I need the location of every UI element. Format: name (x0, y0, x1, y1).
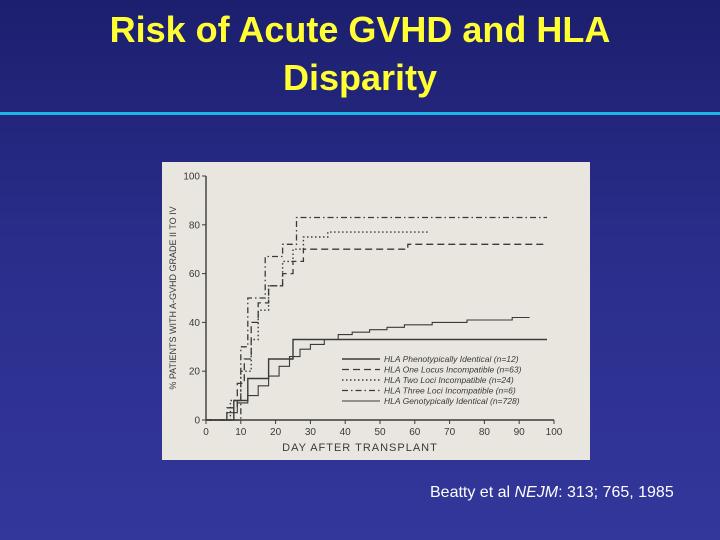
series-line-2 (206, 243, 547, 421)
legend-label-3: HLA Two Loci Incompatible (n=24) (384, 375, 514, 385)
y-tick-label-80: 80 (189, 220, 201, 231)
series-line-5 (206, 316, 530, 421)
slide-title-line-1: Risk of Acute GVHD and HLA (109, 9, 611, 50)
title-divider (0, 112, 720, 115)
citation-journal: NEJM (514, 484, 559, 501)
y-tick-label-20: 20 (189, 367, 201, 378)
x-axis-title: DAY AFTER TRANSPLANT (282, 442, 438, 454)
gvhd-chart: 0 20 40 60 80 100 0 10 20 30 40 50 60 70 80 90 100 DAY AF… (162, 162, 590, 460)
legend-label-4: HLA Three Loci Incompatible (n=6) (384, 386, 516, 396)
x-tick-label-20: 20 (270, 427, 282, 438)
x-tick-label-60: 60 (409, 427, 421, 438)
citation: Beatty et al NEJM: 313; 765, 1985 (430, 484, 710, 502)
legend-label-1: HLA Phenotypically Identical (n=12) (384, 354, 519, 364)
y-axis-title: % PATIENTS WITH A-GVHD GRADE II TO IV (168, 206, 178, 389)
x-tick-label-90: 90 (514, 427, 526, 438)
legend-label-5: HLA Genotypically Identical (n=728) (384, 396, 520, 406)
x-tick-label-50: 50 (374, 427, 386, 438)
x-tick-label-70: 70 (444, 427, 456, 438)
y-tick-label-0: 0 (194, 416, 200, 427)
citation-prefix: Beatty et al (430, 484, 515, 501)
citation-suffix: : 313; 765, 1985 (558, 484, 674, 501)
slide-title: Risk of Acute GVHD and HLA Disparity (0, 6, 720, 102)
y-tick-label-60: 60 (189, 269, 201, 280)
x-tick-label-80: 80 (479, 427, 491, 438)
x-tick-label-100: 100 (546, 427, 563, 438)
slide-title-line-2: Disparity (282, 57, 438, 98)
x-tick-label-40: 40 (340, 427, 352, 438)
gvhd-chart-svg: 0 20 40 60 80 100 0 10 20 30 40 50 60 70 80 90 100 DAY AF… (168, 172, 563, 455)
x-tick-label-30: 30 (305, 427, 317, 438)
series-line-4 (206, 216, 547, 421)
y-tick-label-40: 40 (189, 318, 201, 329)
x-tick-label-10: 10 (235, 427, 247, 438)
y-tick-label-100: 100 (183, 172, 200, 183)
legend-label-2: HLA One Locus Incompatible (n=63) (384, 365, 522, 375)
series-line-3 (206, 231, 429, 421)
x-tick-label-0: 0 (203, 427, 209, 438)
